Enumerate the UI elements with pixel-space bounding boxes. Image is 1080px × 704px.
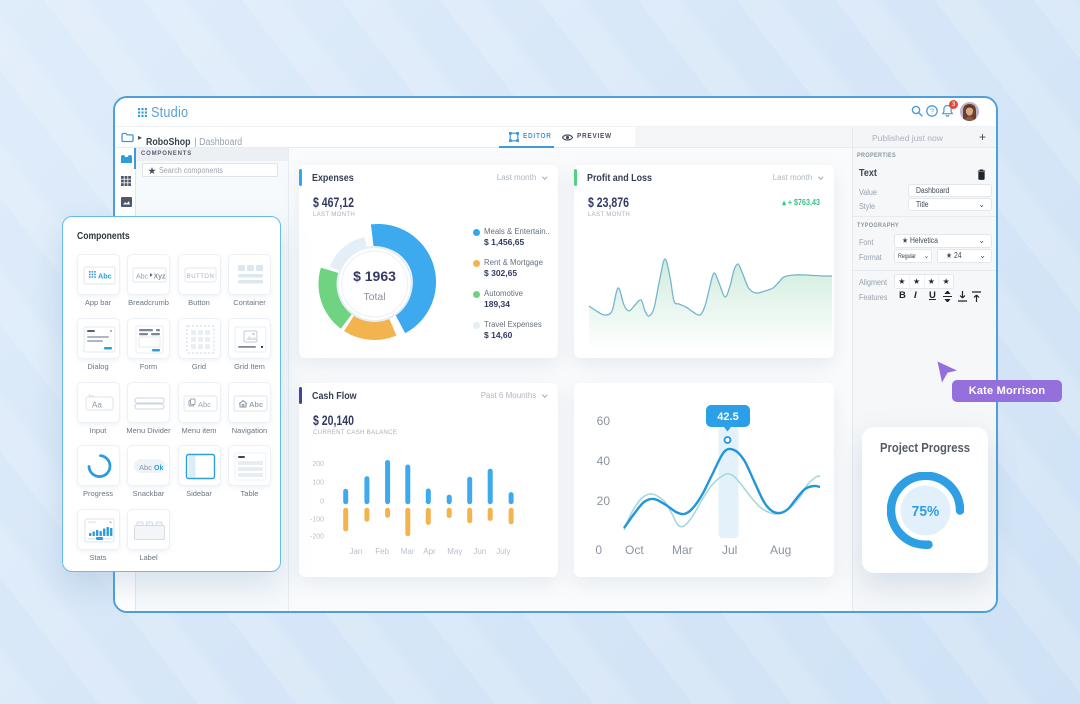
svg-text:Mar: Mar bbox=[672, 543, 693, 557]
svg-text:Total: Total bbox=[363, 291, 385, 303]
svg-text:Abc: Abc bbox=[139, 463, 152, 472]
svg-text:Jan: Jan bbox=[349, 547, 362, 556]
svg-text:Aa: Aa bbox=[92, 400, 102, 409]
svg-text:20: 20 bbox=[597, 494, 611, 508]
svg-text:Oct: Oct bbox=[625, 543, 644, 557]
svg-text:-100: -100 bbox=[310, 517, 324, 524]
svg-text:Jun: Jun bbox=[473, 547, 486, 556]
svg-text:Feb: Feb bbox=[375, 547, 389, 556]
svg-text:Jul: Jul bbox=[722, 543, 737, 557]
svg-text:0: 0 bbox=[595, 543, 602, 557]
svg-text:200: 200 bbox=[312, 461, 324, 468]
svg-text:Abc: Abc bbox=[98, 272, 112, 281]
svg-text:Mar: Mar bbox=[401, 547, 415, 556]
svg-text:Aug: Aug bbox=[770, 543, 791, 557]
svg-text:100: 100 bbox=[312, 480, 324, 487]
svg-text:-200: -200 bbox=[310, 534, 324, 541]
svg-text:Xyz: Xyz bbox=[154, 274, 167, 281]
svg-text:42.5: 42.5 bbox=[717, 411, 738, 423]
svg-text:$ 1963: $ 1963 bbox=[353, 268, 396, 284]
svg-text:75%: 75% bbox=[912, 504, 940, 521]
svg-text:Abc: Abc bbox=[249, 400, 263, 409]
svg-text:40: 40 bbox=[597, 454, 611, 468]
svg-text:60: 60 bbox=[597, 414, 611, 428]
svg-text:Apr: Apr bbox=[423, 547, 436, 556]
svg-text:July: July bbox=[496, 547, 510, 556]
svg-text:Ok: Ok bbox=[154, 465, 163, 472]
svg-text:BUTTON: BUTTON bbox=[186, 274, 214, 280]
svg-text:Abc: Abc bbox=[136, 274, 149, 281]
svg-text:?: ? bbox=[930, 107, 934, 116]
svg-text:May: May bbox=[447, 547, 462, 556]
svg-text:Abc: Abc bbox=[198, 400, 211, 409]
svg-text:0: 0 bbox=[320, 499, 324, 506]
